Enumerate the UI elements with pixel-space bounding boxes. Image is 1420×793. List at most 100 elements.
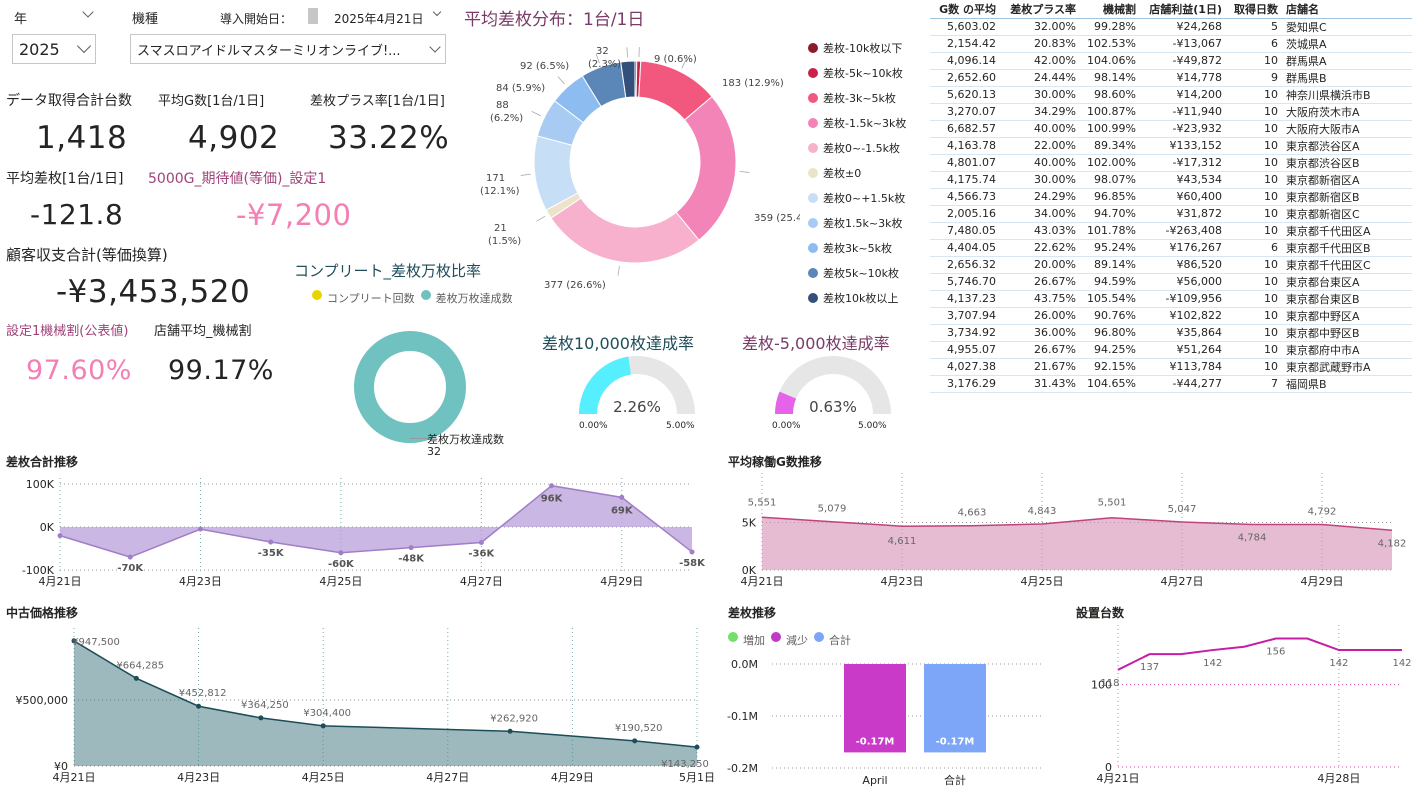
legend-item[interactable]: 差枚1.5k~3k枚 [808,210,926,235]
data-point[interactable] [197,526,203,532]
table-row[interactable]: 5,746.70 26.67% 94.59% ¥56,000 10 東京都台東区A [930,273,1412,291]
data-count-label: データ取得合計台数 [6,93,132,109]
model-slicer-dropdown[interactable]: スマスロアイドルマスターミリオンライブ!... [130,34,446,64]
table-cell: 42.00% [1000,52,1080,70]
legend-item[interactable]: 差枚5k~10k枚 [808,260,926,285]
data-point[interactable] [338,550,344,556]
bar[interactable] [844,664,906,753]
table-cell: 2,005.16 [930,205,1000,223]
data-label: 5,501 [1098,498,1127,509]
legend-dot [808,142,818,153]
table-row[interactable]: 4,955.07 26.67% 94.25% ¥51,264 10 東京都府中市A [930,341,1412,359]
data-point[interactable] [632,738,638,744]
col-days[interactable]: 取得日数 [1226,0,1282,19]
start-date-value[interactable]: 2025年4月21日 [334,12,424,26]
table-row[interactable]: 6,682.57 40.00% 100.99% -¥23,932 10 大阪府大阪市A [930,120,1412,138]
table-cell: 30.00% [1000,86,1080,104]
table-row[interactable]: 3,707.94 26.00% 90.76% ¥102,822 10 東京都中野区A [930,307,1412,325]
table-row[interactable]: 4,801.07 40.00% 102.00% -¥17,312 10 東京都渋谷区B [930,154,1412,172]
table-cell: 40.00% [1000,120,1080,138]
legend-item[interactable]: 差枚3k~5k枚 [808,235,926,260]
data-point[interactable] [133,675,139,681]
legend-item[interactable]: 差枚±0 [808,160,926,185]
table-row[interactable]: 3,176.29 31.43% 104.65% -¥44,277 7 福岡県B [930,375,1412,393]
col-store-name[interactable]: 店舗名 [1282,0,1412,19]
table-row[interactable]: 4,096.14 42.00% 104.06% -¥49,872 10 群馬県A [930,52,1412,70]
table-row[interactable]: 4,163.78 22.00% 89.34% ¥133,152 10 東京都渋谷区A [930,137,1412,155]
plus-rate-label: 差枚プラス率[1台/1日] [310,94,445,109]
data-point[interactable] [268,539,274,545]
distribution-donut-chart[interactable]: 9 (0.6%) 183 (12.9%) 359 (25.4%) 377 (26.6%… [460,36,800,296]
col-machine-rate[interactable]: 機械割 [1080,0,1140,19]
data-point[interactable] [507,728,513,734]
data-point[interactable] [689,549,695,555]
data-point[interactable] [694,744,700,750]
table-cell: 3,270.07 [930,103,1000,121]
legend-item[interactable]: 差枚-1.5k~3k枚 [808,110,926,135]
table-cell: 43.03% [1000,222,1080,240]
data-point[interactable] [478,539,484,545]
table-row[interactable]: 2,652.60 24.44% 98.14% ¥14,778 9 群馬県B [930,69,1412,87]
data-point[interactable] [619,494,625,500]
donut-slice[interactable] [620,60,636,99]
legend-item[interactable]: 差枚-10k枚以下 [808,35,926,60]
table-cell: 群馬県B [1282,69,1412,87]
table-row[interactable]: 2,154.42 20.83% 102.53% -¥13,067 6 茨城県A [930,35,1412,53]
gauge1-chart[interactable]: 2.26% [572,350,702,432]
data-point[interactable] [57,533,63,539]
data-point[interactable] [127,554,133,560]
table-cell: 5,620.13 [930,86,1000,104]
table-cell: 98.60% [1080,86,1140,104]
legend-item[interactable]: 差枚10k枚以上 [808,285,926,310]
col-g-avg[interactable]: G数 の平均 [930,0,1000,19]
data-point[interactable] [71,638,77,644]
start-date-chevron-icon[interactable] [432,7,442,17]
table-row[interactable]: 4,137.23 43.75% 105.54% -¥109,956 10 東京都台東区B [930,290,1412,308]
table-row[interactable]: 2,656.32 20.00% 89.14% ¥86,520 10 東京都千代田区C [930,256,1412,274]
table-cell: ¥31,872 [1140,205,1226,223]
table-row[interactable]: 4,404.05 22.62% 95.24% ¥176,267 6 東京都千代田区B [930,239,1412,257]
table-cell: 102.53% [1080,35,1140,53]
table-cell: 茨城県A [1282,35,1412,53]
legend-item[interactable]: 差枚-5k~10k枚 [808,60,926,85]
data-point[interactable] [320,723,326,729]
table-cell: 東京都中野区A [1282,307,1412,325]
table-row[interactable]: 3,270.07 34.29% 100.87% -¥11,940 10 大阪府茨木市A [930,103,1412,121]
col-store-profit[interactable]: 店舗利益(1日) [1140,0,1226,19]
table-cell: 31.43% [1000,375,1080,393]
table-row[interactable]: 4,175.74 30.00% 98.07% ¥43,534 10 東京都新宿区A [930,171,1412,189]
year-slicer-dropdown[interactable]: 2025 [12,34,96,64]
complete-ratio-donut[interactable] [350,330,470,450]
store-table-container[interactable]: G数 の平均 差枚プラス率 機械割 店舗利益(1日) 取得日数 店舗名 5,60… [930,0,1412,393]
donut-slice[interactable] [550,197,700,264]
table-row[interactable]: 4,027.38 21.67% 92.15% ¥113,784 10 東京都武蔵野市A [930,358,1412,376]
slice-leader-line [536,215,546,222]
data-point[interactable] [408,545,414,551]
year-slicer-chevron-icon[interactable] [82,6,94,18]
table-row[interactable]: 5,603.02 32.00% 99.28% ¥24,268 5 愛知県C [930,18,1412,36]
diff-bar-chart[interactable]: 0.0M -0.1M -0.2M -0.17M April -0.17M 合計 [722,650,1052,790]
table-row[interactable]: 5,620.13 30.00% 98.60% ¥14,200 10 神奈川県横浜市B [930,86,1412,104]
data-point[interactable] [196,703,202,709]
table-row[interactable]: 7,480.05 43.03% 101.78% -¥263,408 10 東京都千代田区A [930,222,1412,240]
table-row[interactable]: 2,005.16 34.00% 94.70% ¥31,872 10 東京都新宿区C [930,205,1412,223]
data-point[interactable] [549,483,555,489]
bar[interactable] [924,664,986,753]
legend-item[interactable]: 差枚0~+1.5k枚 [808,185,926,210]
table-cell: -¥11,940 [1140,103,1226,121]
table-row[interactable]: 3,734.92 36.00% 96.80% ¥35,864 10 東京都中野区B [930,324,1412,342]
table-row[interactable]: 4,566.73 24.29% 96.85% ¥60,400 10 東京都新宿区B [930,188,1412,206]
gauge2-chart[interactable]: 0.63% [768,350,898,432]
col-plus-rate[interactable]: 差枚プラス率 [1000,0,1080,19]
slice-label: 92 (6.5%) [520,61,569,72]
legend-item[interactable]: 差枚-3k~5k枚 [808,85,926,110]
x-tick-label: 4月25日 [1021,575,1064,588]
table-cell: 6,682.57 [930,120,1000,138]
data-point[interactable] [258,715,264,721]
start-date-handle[interactable] [308,8,318,24]
legend-item[interactable]: 差枚0~-1.5k枚 [808,135,926,160]
